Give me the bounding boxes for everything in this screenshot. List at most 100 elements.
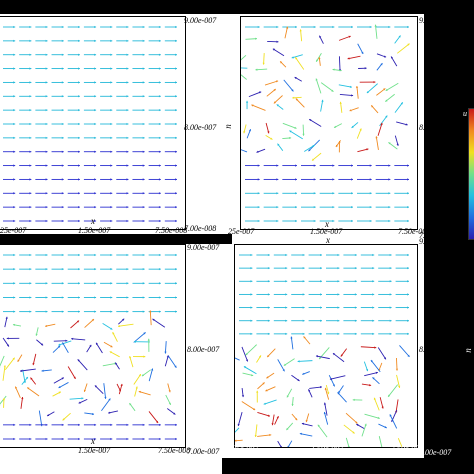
flow-arrow [315,53,322,62]
flow-arrow [166,408,176,415]
flow-arrow [337,392,347,403]
flow-arrow [116,136,129,139]
flow-arrow [2,398,6,408]
flow-arrow [20,396,24,409]
flow-arrow [51,282,64,285]
flow-arrow [67,122,80,126]
flow-arrow [132,164,145,167]
flow-arrow [343,319,357,322]
top-right-right-tick-2: 8.00e-007 [419,123,452,132]
flow-arrow [343,253,357,257]
flow-arrow [395,293,409,296]
flow-arrow [335,140,341,148]
flow-arrow [46,411,55,417]
flow-arrow [339,93,354,97]
flow-arrow [100,178,113,181]
flow-arrow [116,282,129,285]
flow-arrow [19,53,32,56]
flow-arrow [100,81,113,84]
flow-arrow [83,81,97,84]
flow-arrow [164,109,177,112]
flow-arrow [291,54,303,59]
flow-arrow [345,437,350,447]
flow-arrow [35,423,48,426]
flow-arrow [114,362,120,370]
top-left-x-label: x [91,216,95,226]
flow-arrow [0,395,7,406]
flow-arrow [69,397,84,400]
top-black-bar [0,0,474,14]
top-left-right-tick-3: 7.00e-008 [184,224,217,233]
flow-arrow [6,337,20,340]
top-right-bottom-tick-1: 25e-007 [228,227,255,236]
flow-arrow [19,150,32,153]
flow-arrow [303,336,311,345]
flow-arrow [319,25,335,29]
flow-arrow [376,53,387,58]
flow-arrow [67,109,80,112]
flow-arrow [19,25,32,29]
flow-arrow [239,293,253,296]
flow-arrow [19,437,32,441]
flow-arrow [100,253,113,257]
flow-arrow [116,178,129,181]
flow-arrow [148,25,161,29]
flow-arrow [282,192,297,195]
flow-arrow [35,150,48,153]
flow-arrow [132,25,145,29]
flow-arrow [291,396,294,406]
flow-arrow [95,342,103,354]
flow-arrow [112,331,118,342]
flow-arrow [19,95,32,98]
flow-arrow [148,411,159,424]
flow-arrow [3,67,16,70]
flow-arrow [360,293,375,296]
top-right-right-tick-1: 9.00e-007 [419,16,452,25]
flow-arrow [67,95,80,98]
flow-arrow [116,437,129,441]
flow-arrow [51,164,64,167]
top-right-y-label: n [222,124,233,129]
flow-arrow [148,164,161,167]
flow-arrow [372,377,380,385]
flow-arrow [378,293,392,296]
flow-arrow [35,136,48,139]
vector-field-top-right [241,24,410,223]
flow-arrow [391,409,398,423]
flow-arrow [164,122,177,126]
flow-arrow [357,164,372,167]
flow-arrow [245,100,249,110]
flow-arrow [283,79,294,92]
flow-arrow [78,398,88,404]
flow-arrow [395,280,409,283]
flow-arrow [394,164,409,167]
flow-arrow [148,219,161,223]
flow-arrow [317,424,328,438]
flow-arrow [3,219,16,223]
flow-arrow [51,39,64,42]
flow-arrow [358,67,367,70]
flow-arrow [357,148,369,153]
flow-arrow [51,81,64,84]
flow-arrow [118,383,123,395]
flow-arrow [35,437,48,441]
bottom-right-bottom-tick-2: 1.50e-007 [311,444,344,453]
flow-arrow [273,267,288,270]
flow-arrow [282,178,297,181]
flow-arrow [133,373,142,385]
flow-arrow [319,206,335,209]
flow-arrow [356,128,362,139]
flow-arrow [116,310,129,313]
flow-arrow [294,56,305,70]
flow-arrow [315,78,322,94]
flow-arrow [273,253,288,257]
flow-arrow [267,40,279,43]
flow-arrow [62,412,71,421]
flow-arrow [165,394,172,406]
flow-arrow [132,150,145,153]
flow-arrow [67,67,80,70]
flow-arrow [20,368,36,373]
flow-arrow [35,25,48,29]
flow-arrow [245,344,257,356]
flow-arrow [389,414,398,429]
